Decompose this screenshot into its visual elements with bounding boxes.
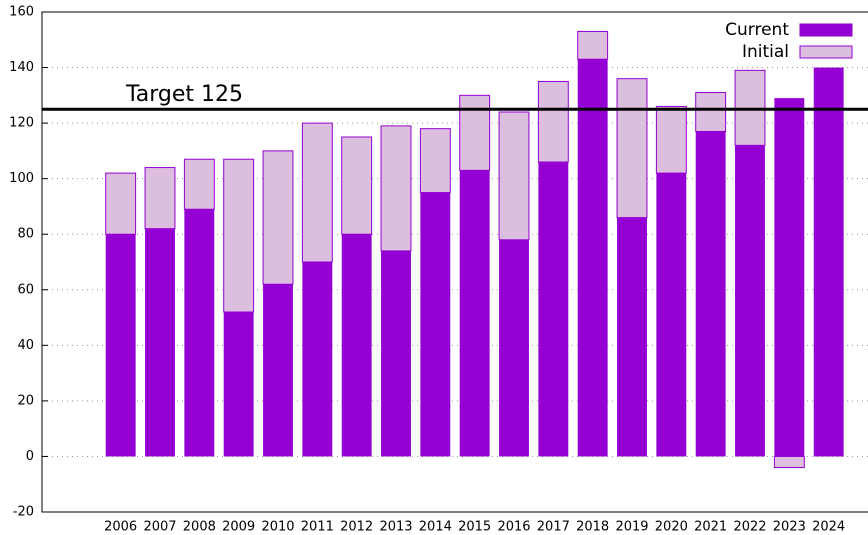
bar-segment: [617, 217, 647, 457]
x-tick-label: 2007: [143, 520, 176, 535]
y-tick-label: 160: [9, 5, 34, 20]
y-tick-label: 40: [17, 338, 34, 353]
bar-segment: [302, 262, 333, 457]
x-tick-label: 2023: [773, 520, 806, 535]
bar-segment: [498, 111, 530, 241]
y-tick-label: 60: [17, 282, 34, 297]
x-tick-label: 2016: [497, 520, 530, 535]
x-tick-label: 2018: [576, 520, 609, 535]
x-tick-label: 2017: [537, 520, 570, 535]
bar-segment: [695, 131, 726, 457]
y-tick-label: 20: [17, 393, 34, 408]
bar-segment: [537, 80, 569, 163]
bar-segment: [616, 78, 648, 219]
bar-segment: [301, 122, 333, 263]
bar-segment: [262, 150, 294, 285]
x-tick-label: 2022: [733, 520, 766, 535]
bar-segment: [263, 284, 293, 457]
bar-segment: [420, 192, 451, 457]
bar-segment: [184, 209, 215, 457]
bar-segment: [223, 158, 255, 313]
bar-segment: [105, 172, 137, 235]
x-tick-label: 2010: [261, 520, 294, 535]
x-tick-label: 2011: [301, 520, 334, 535]
bar-segment: [183, 158, 215, 210]
x-tick-label: 2009: [222, 520, 255, 535]
x-tick-label: 2019: [615, 520, 648, 535]
bar-segment: [380, 125, 412, 252]
y-tick-label: -20: [13, 505, 34, 520]
legend-swatch: [799, 23, 853, 37]
bar-segment: [419, 128, 451, 194]
bar-segment: [499, 239, 529, 457]
x-tick-label: 2014: [419, 520, 452, 535]
bar-segment: [577, 59, 608, 457]
bar-segment: [538, 162, 569, 457]
bar-segment: [223, 312, 254, 457]
bar-segment: [735, 145, 765, 457]
x-tick-label: 2008: [183, 520, 216, 535]
x-tick-label: 2024: [812, 520, 845, 535]
bar-segment: [341, 234, 372, 457]
bar-segment: [459, 94, 491, 171]
x-tick-label: 2015: [458, 520, 491, 535]
axis-frame: [41, 11, 868, 513]
bar-segment: [577, 30, 609, 60]
bar-segment: [145, 228, 175, 457]
y-tick-label: 0: [26, 449, 34, 464]
bar-segment: [774, 98, 805, 457]
bar-segment: [459, 170, 490, 457]
bar-segment: [144, 167, 176, 230]
x-tick-label: 2012: [340, 520, 373, 535]
legend-label: Initial: [742, 42, 789, 62]
bar-segment: [656, 173, 687, 457]
bar-segment: [695, 92, 727, 132]
y-tick-label: 120: [9, 116, 34, 131]
target-label: Target 125: [125, 82, 243, 107]
bar-segment: [813, 67, 844, 457]
bar-segment: [773, 455, 805, 469]
legend-swatch: [799, 45, 853, 59]
x-tick-label: 2013: [379, 520, 412, 535]
x-tick-label: 2021: [694, 520, 727, 535]
legend-label: Current: [725, 20, 789, 40]
bar-segment: [341, 136, 373, 235]
bar-segment: [105, 234, 136, 457]
y-tick-label: 140: [9, 60, 34, 75]
y-tick-label: 80: [17, 227, 34, 242]
y-tick-label: 100: [9, 171, 34, 186]
x-tick-label: 2006: [104, 520, 137, 535]
x-tick-label: 2020: [655, 520, 688, 535]
bar-segment: [381, 250, 411, 457]
bar-segment: [655, 105, 687, 174]
